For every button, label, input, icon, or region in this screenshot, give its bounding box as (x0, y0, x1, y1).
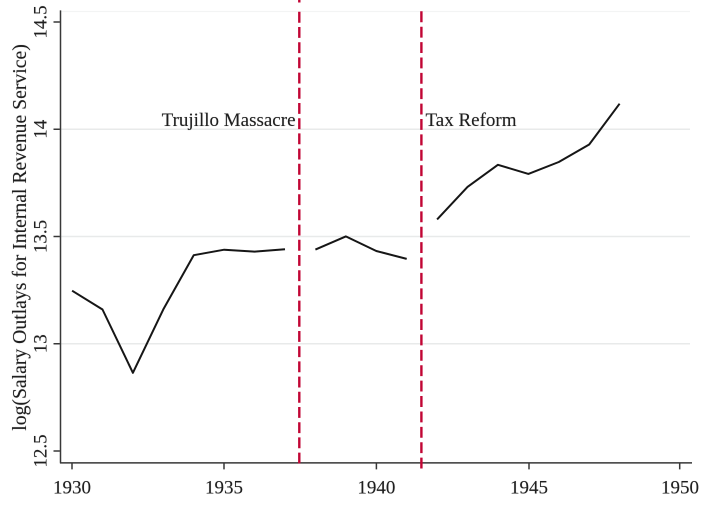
svg-text:log(Salary Outlays for Interna: log(Salary Outlays for Internal Revenue … (9, 44, 31, 431)
svg-text:1945: 1945 (510, 478, 548, 499)
svg-text:Trujillo Massacre: Trujillo Massacre (162, 110, 296, 131)
svg-text:Tax Reform: Tax Reform (426, 110, 517, 131)
svg-text:14.5: 14.5 (31, 5, 52, 38)
svg-text:14: 14 (31, 119, 52, 139)
svg-text:1950: 1950 (661, 478, 699, 499)
svg-text:1930: 1930 (53, 478, 91, 499)
svg-text:1940: 1940 (357, 478, 395, 499)
svg-text:13.5: 13.5 (31, 220, 52, 253)
svg-text:1935: 1935 (205, 478, 243, 499)
svg-text:13: 13 (31, 334, 52, 353)
svg-text:12.5: 12.5 (31, 434, 52, 467)
